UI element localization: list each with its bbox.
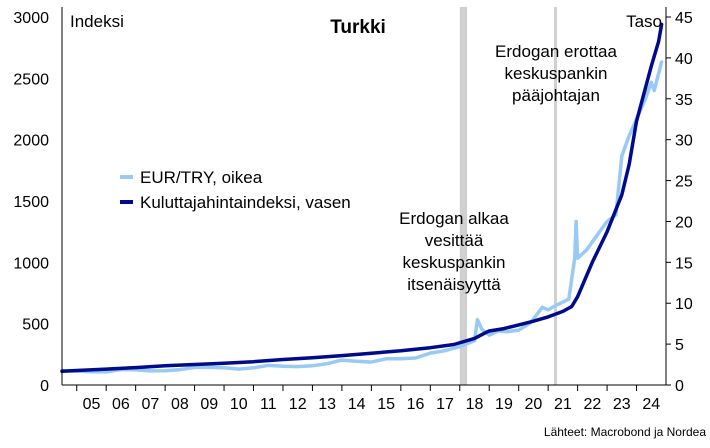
x-tick-label: 10 <box>230 396 248 413</box>
x-tick-label: 22 <box>583 396 601 413</box>
left-tick-label: 3000 <box>13 10 49 27</box>
left-tick-label: 1000 <box>13 255 49 272</box>
annotation-0-line: itsenäisyyttä <box>407 275 501 294</box>
left-tick-label: 2000 <box>13 133 49 150</box>
right-tick-label: 35 <box>675 92 693 109</box>
annotation-1-line: Erdogan erottaa <box>495 42 617 61</box>
x-tick-label: 13 <box>318 396 336 413</box>
annotation-0-line: vesittää <box>425 231 484 250</box>
legend-label-1: Kuluttajahintaindeksi, vasen <box>140 193 351 212</box>
right-tick-label: 40 <box>675 51 693 68</box>
left-tick-label: 0 <box>40 378 49 395</box>
x-tick-label: 14 <box>348 396 366 413</box>
x-tick-label: 20 <box>525 396 543 413</box>
source-note: Lähteet: Macrobond ja Nordea <box>544 425 706 439</box>
right-axis-label: Taso <box>626 12 662 31</box>
x-tick-label: 24 <box>642 396 660 413</box>
x-tick-label: 05 <box>83 396 101 413</box>
event-band-0 <box>459 7 468 385</box>
right-tick-label: 15 <box>675 255 693 272</box>
legend: EUR/TRY, oikea Kuluttajahintaindeksi, vas… <box>120 168 351 212</box>
chart-title: Turkki <box>330 17 386 38</box>
x-tick-label: 21 <box>554 396 572 413</box>
x-tick-label: 07 <box>141 396 159 413</box>
annotation-1-line: keskuspankin <box>504 64 607 83</box>
series-lines <box>60 22 664 374</box>
x-tick-label: 19 <box>495 396 513 413</box>
right-tick-label: 45 <box>675 10 693 27</box>
right-tick-label: 0 <box>675 378 684 395</box>
x-tick-label: 23 <box>613 396 631 413</box>
x-tick-label: 09 <box>200 396 218 413</box>
x-tick-label: 17 <box>436 396 454 413</box>
right-tick-label: 10 <box>675 296 693 313</box>
event-markers <box>459 7 558 385</box>
x-tick-label: 11 <box>260 396 277 413</box>
x-tick-label: 15 <box>377 396 395 413</box>
series-line-0 <box>60 60 664 374</box>
series-line-1 <box>60 22 664 374</box>
right-tick-label: 30 <box>675 133 693 150</box>
right-tick-label: 20 <box>675 214 693 231</box>
chart-texts: Turkki Indeksi Taso Lähteet: Macrobond j… <box>70 12 706 439</box>
x-tick-label: 16 <box>407 396 425 413</box>
x-tick-label: 08 <box>171 396 189 413</box>
right-tick-label: 25 <box>675 174 693 191</box>
legend-label-0: EUR/TRY, oikea <box>140 168 263 187</box>
left-axis-label: Indeksi <box>70 12 124 31</box>
axes: 0500100015002000250030000510152025303540… <box>13 7 693 413</box>
annotations: Erdogan alkaa vesittää keskuspankin itsenäi… <box>399 42 617 294</box>
x-tick-label: 12 <box>289 396 307 413</box>
right-tick-label: 5 <box>675 337 684 354</box>
left-tick-label: 2500 <box>13 71 49 88</box>
annotation-0-line: keskuspankin <box>402 253 505 272</box>
left-tick-label: 500 <box>22 317 49 334</box>
left-tick-label: 1500 <box>13 194 49 211</box>
annotation-0-line: Erdogan alkaa <box>399 209 509 228</box>
x-tick-label: 06 <box>112 396 130 413</box>
x-tick-label: 18 <box>466 396 484 413</box>
annotation-1-line: pääjohtajan <box>512 86 600 105</box>
